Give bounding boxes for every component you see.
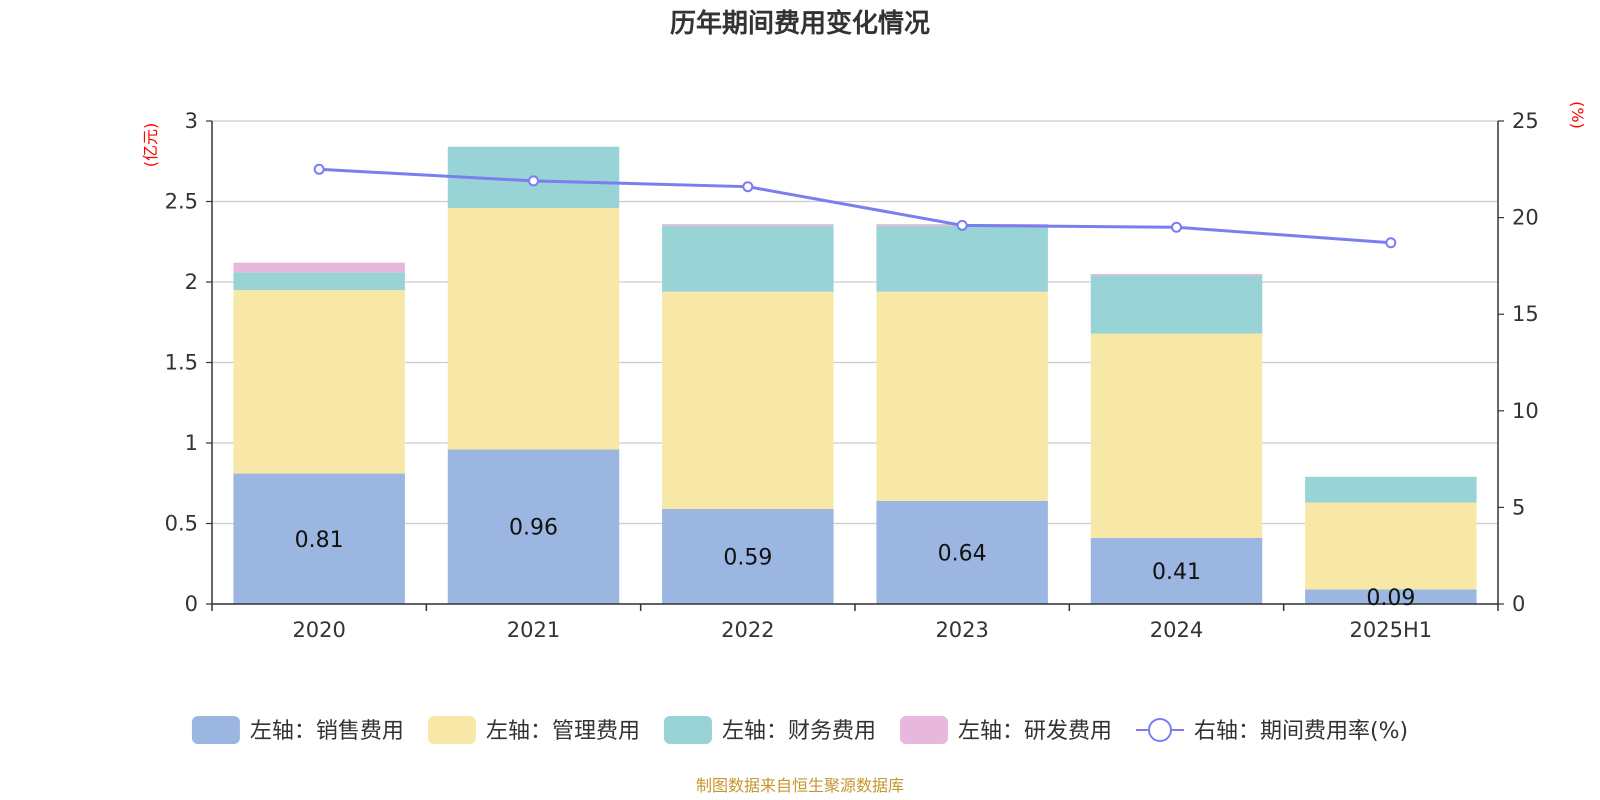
legend-label[interactable]: 左轴：研发费用	[958, 719, 1112, 744]
bar-segment	[662, 225, 834, 292]
legend-swatch[interactable]	[427, 716, 476, 744]
bar-data-label: 0.09	[1366, 586, 1415, 611]
left-axis-tick-label: 3	[185, 109, 198, 133]
left-axis-tick-label: 1	[185, 431, 198, 455]
legend-swatch[interactable]	[663, 716, 712, 744]
bar-segment	[233, 290, 405, 474]
left-axis-unit: (亿元)	[141, 123, 160, 168]
rate-line-point	[1171, 221, 1182, 233]
bar-segment	[1305, 476, 1477, 503]
x-axis-tick-label: 2023	[935, 618, 988, 642]
right-axis-tick-label: 15	[1512, 302, 1539, 326]
right-axis-tick-label: 25	[1512, 109, 1539, 133]
right-axis-tick-label: 0	[1512, 592, 1525, 616]
x-axis-tick-label: 2025H1	[1350, 618, 1433, 642]
bar-data-label: 0.59	[723, 546, 772, 571]
bar-data-label: 0.64	[938, 541, 987, 566]
rate-line-point	[528, 175, 539, 187]
bar-data-label: 0.41	[1152, 560, 1201, 585]
bar-segment	[447, 207, 620, 450]
grid-lines	[212, 120, 1498, 605]
legend-label[interactable]: 右轴：期间费用率(%)	[1194, 719, 1408, 744]
x-axis-tick-label: 2024	[1150, 618, 1203, 642]
rate-line-point	[956, 219, 968, 231]
bar-labels: 0.81 0.96 0.59 0.64 0.41 0.09	[295, 516, 1416, 611]
left-axis-tick-label: 0.5	[165, 512, 198, 536]
bar-segment	[233, 262, 405, 273]
rate-line-point	[1385, 237, 1397, 249]
bar-segment	[662, 509, 834, 604]
source-note: 制图数据来自恒生聚源数据库	[696, 776, 904, 795]
legend-label[interactable]: 左轴：财务费用	[722, 719, 876, 744]
bar-data-label: 0.81	[295, 528, 344, 553]
bar-segment	[1090, 333, 1263, 538]
axes: 0 0.5 1 1.5 2 2.5 3 0 5 10 15 20 25 2020 2021 2022 2023 2…	[165, 109, 1539, 642]
left-axis-tick-label: 2.5	[165, 190, 198, 214]
legend-swatch[interactable]	[899, 716, 948, 744]
right-axis-tick-label: 10	[1512, 399, 1539, 423]
bar-segment	[1090, 273, 1263, 276]
right-axis-tick-label: 5	[1512, 495, 1525, 519]
legend-label[interactable]: 左轴：管理费用	[486, 719, 640, 744]
bar-segment	[1305, 589, 1477, 604]
chart-title: 历年期间费用变化情况	[670, 8, 930, 39]
x-axis-tick-label: 2021	[507, 618, 560, 642]
bar-segment	[1305, 502, 1477, 590]
rate-line-point	[742, 181, 754, 193]
x-axis-tick-label: 2020	[292, 618, 345, 642]
bar-segment	[876, 225, 1048, 292]
bar-segment	[1090, 275, 1263, 334]
left-axis-tick-label: 2	[185, 270, 198, 294]
rate-line	[313, 163, 1397, 249]
bar-data-label: 0.96	[509, 516, 558, 541]
bar-segment	[1090, 537, 1263, 604]
left-axis-tick-label: 0	[185, 592, 198, 616]
bar-segment	[662, 291, 834, 510]
bar-segment	[447, 449, 620, 604]
bar-segment	[662, 224, 834, 226]
bar-segment	[876, 500, 1048, 604]
legend-swatch[interactable]	[191, 716, 240, 744]
legend-label[interactable]: 左轴：销售费用	[250, 719, 404, 744]
legend[interactable]: 左轴：销售费用 左轴：管理费用 左轴：财务费用 左轴：研发费用 右轴：期间费用率(%)	[191, 716, 1408, 744]
right-axis-tick-label: 20	[1512, 206, 1539, 230]
left-axis-tick-label: 1.5	[165, 351, 198, 375]
right-axis-unit: (%)	[1568, 101, 1587, 129]
legend-marker[interactable]	[1147, 718, 1172, 742]
bars	[233, 146, 1477, 604]
rate-line-point	[313, 163, 325, 175]
bar-segment	[233, 272, 405, 291]
bar-segment	[876, 291, 1048, 501]
x-axis-tick-label: 2022	[721, 618, 774, 642]
rate-line-path	[319, 167, 1391, 245]
bar-segment	[233, 473, 405, 604]
